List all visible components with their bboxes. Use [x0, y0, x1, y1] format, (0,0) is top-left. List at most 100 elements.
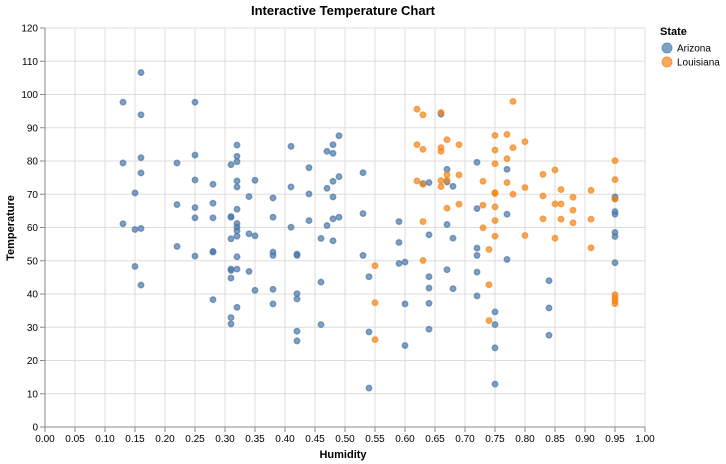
data-point-louisiana[interactable] — [587, 215, 595, 223]
data-point-louisiana[interactable] — [551, 200, 559, 208]
data-point-arizona[interactable] — [425, 284, 433, 292]
data-point-louisiana[interactable] — [539, 170, 547, 178]
data-point-arizona[interactable] — [545, 304, 553, 312]
data-point-arizona[interactable] — [293, 295, 301, 303]
data-point-arizona[interactable] — [317, 321, 325, 329]
data-point-louisiana[interactable] — [479, 177, 487, 185]
data-point-arizona[interactable] — [269, 194, 277, 202]
data-point-louisiana[interactable] — [371, 262, 379, 270]
data-point-arizona[interactable] — [293, 251, 301, 259]
data-point-louisiana[interactable] — [437, 147, 445, 155]
data-point-arizona[interactable] — [425, 273, 433, 281]
data-point-arizona[interactable] — [287, 142, 295, 150]
data-point-arizona[interactable] — [227, 213, 235, 221]
data-point-louisiana[interactable] — [419, 145, 427, 153]
data-point-arizona[interactable] — [425, 325, 433, 333]
data-point-arizona[interactable] — [329, 193, 337, 201]
data-point-arizona[interactable] — [131, 262, 139, 270]
data-point-arizona[interactable] — [233, 253, 241, 261]
data-point-arizona[interactable] — [329, 149, 337, 157]
data-point-arizona[interactable] — [233, 205, 241, 213]
data-point-arizona[interactable] — [233, 265, 241, 273]
data-point-louisiana[interactable] — [491, 217, 499, 224]
data-point-louisiana[interactable] — [539, 192, 547, 200]
data-point-arizona[interactable] — [209, 296, 217, 304]
data-point-arizona[interactable] — [251, 176, 259, 184]
data-point-louisiana[interactable] — [557, 215, 565, 223]
data-point-louisiana[interactable] — [419, 111, 427, 119]
data-point-arizona[interactable] — [473, 158, 481, 166]
legend-label-louisiana[interactable]: Louisiana — [677, 58, 720, 69]
data-point-arizona[interactable] — [137, 281, 145, 289]
data-point-arizona[interactable] — [401, 300, 409, 308]
data-point-arizona[interactable] — [491, 344, 499, 352]
data-point-louisiana[interactable] — [503, 130, 511, 138]
data-point-arizona[interactable] — [227, 266, 235, 274]
data-point-louisiana[interactable] — [569, 206, 577, 214]
data-point-arizona[interactable] — [323, 147, 331, 155]
data-point-louisiana[interactable] — [503, 155, 511, 163]
data-point-arizona[interactable] — [269, 213, 277, 221]
data-point-arizona[interactable] — [425, 299, 433, 307]
data-point-arizona[interactable] — [191, 176, 199, 184]
data-point-louisiana[interactable] — [521, 138, 529, 146]
data-point-louisiana[interactable] — [551, 166, 559, 174]
data-point-louisiana[interactable] — [437, 177, 445, 185]
data-point-arizona[interactable] — [335, 132, 343, 140]
data-point-louisiana[interactable] — [491, 189, 499, 197]
data-point-arizona[interactable] — [365, 384, 373, 392]
data-point-arizona[interactable] — [545, 277, 553, 285]
data-point-arizona[interactable] — [209, 247, 217, 255]
data-point-louisiana[interactable] — [611, 176, 619, 184]
data-point-louisiana[interactable] — [509, 144, 517, 152]
data-point-arizona[interactable] — [449, 285, 457, 293]
data-point-arizona[interactable] — [491, 308, 499, 316]
data-point-arizona[interactable] — [473, 205, 481, 212]
data-point-arizona[interactable] — [245, 193, 253, 201]
data-point-arizona[interactable] — [233, 158, 241, 166]
data-point-arizona[interactable] — [293, 337, 301, 345]
data-point-arizona[interactable] — [287, 183, 295, 191]
data-point-arizona[interactable] — [395, 218, 403, 225]
data-point-louisiana[interactable] — [569, 219, 577, 227]
data-point-arizona[interactable] — [293, 327, 301, 335]
data-point-louisiana[interactable] — [479, 201, 487, 209]
data-point-arizona[interactable] — [317, 278, 325, 286]
data-point-arizona[interactable] — [305, 190, 313, 198]
data-point-louisiana[interactable] — [521, 184, 529, 192]
data-point-arizona[interactable] — [425, 231, 433, 239]
data-point-arizona[interactable] — [137, 169, 145, 177]
data-point-arizona[interactable] — [191, 151, 199, 159]
data-point-arizona[interactable] — [491, 321, 499, 329]
data-point-arizona[interactable] — [269, 300, 277, 308]
data-point-arizona[interactable] — [305, 164, 313, 172]
data-point-louisiana[interactable] — [551, 234, 559, 242]
data-point-arizona[interactable] — [335, 213, 343, 221]
data-point-louisiana[interactable] — [485, 281, 493, 289]
data-point-arizona[interactable] — [305, 217, 313, 224]
data-point-arizona[interactable] — [173, 243, 181, 250]
data-point-arizona[interactable] — [323, 184, 331, 192]
data-point-arizona[interactable] — [119, 159, 127, 167]
data-point-arizona[interactable] — [473, 244, 481, 252]
data-point-louisiana[interactable] — [491, 146, 499, 154]
legend-label-arizona[interactable]: Arizona — [677, 44, 711, 55]
data-point-arizona[interactable] — [359, 251, 367, 259]
data-point-arizona[interactable] — [611, 210, 619, 218]
data-point-arizona[interactable] — [473, 268, 481, 276]
data-point-arizona[interactable] — [209, 214, 217, 222]
data-point-louisiana[interactable] — [611, 195, 619, 203]
data-point-arizona[interactable] — [395, 239, 403, 246]
data-point-arizona[interactable] — [473, 292, 481, 300]
data-point-louisiana[interactable] — [521, 232, 529, 239]
legend-symbol-arizona[interactable] — [661, 42, 673, 54]
data-point-louisiana[interactable] — [419, 256, 427, 264]
data-point-louisiana[interactable] — [611, 157, 619, 165]
data-point-arizona[interactable] — [233, 141, 241, 149]
data-point-louisiana[interactable] — [413, 177, 421, 185]
data-point-arizona[interactable] — [449, 182, 457, 190]
data-point-arizona[interactable] — [173, 201, 181, 209]
data-point-arizona[interactable] — [611, 259, 619, 267]
data-point-louisiana[interactable] — [371, 299, 379, 307]
data-point-louisiana[interactable] — [443, 171, 451, 179]
